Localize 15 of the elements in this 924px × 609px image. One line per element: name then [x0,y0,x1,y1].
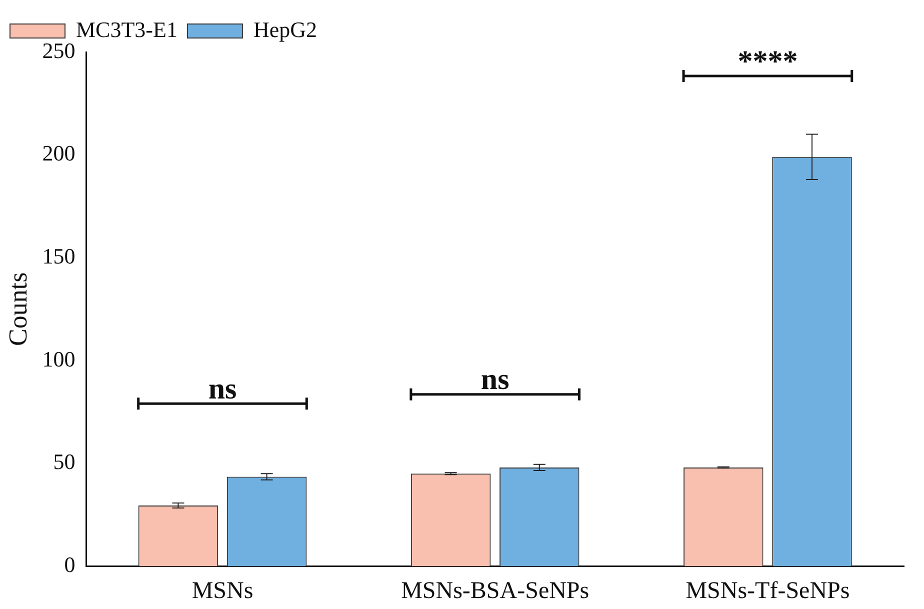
y-tick-label: 0 [64,552,76,577]
x-tick-label: MSNs [192,578,254,604]
annotation: ns [480,363,510,396]
legend-label: HepG2 [253,16,317,42]
y-tick-label: 100 [42,346,76,372]
y-tick-label: 150 [42,243,76,268]
y-tick-label: 200 [42,140,76,166]
y-tick-label: 250 [42,38,76,63]
y-tick-label: 50 [53,449,76,474]
x-tick-label: MSNs-Tf-SeNPs [686,578,850,604]
y-axis-title: Counts [3,272,32,346]
x-tick-label: MSNs-BSA-SeNPs [401,578,590,604]
annotation: ns [208,372,237,406]
annotation: **** [738,44,798,78]
legend-label: MC3T3-E1 [76,16,178,42]
